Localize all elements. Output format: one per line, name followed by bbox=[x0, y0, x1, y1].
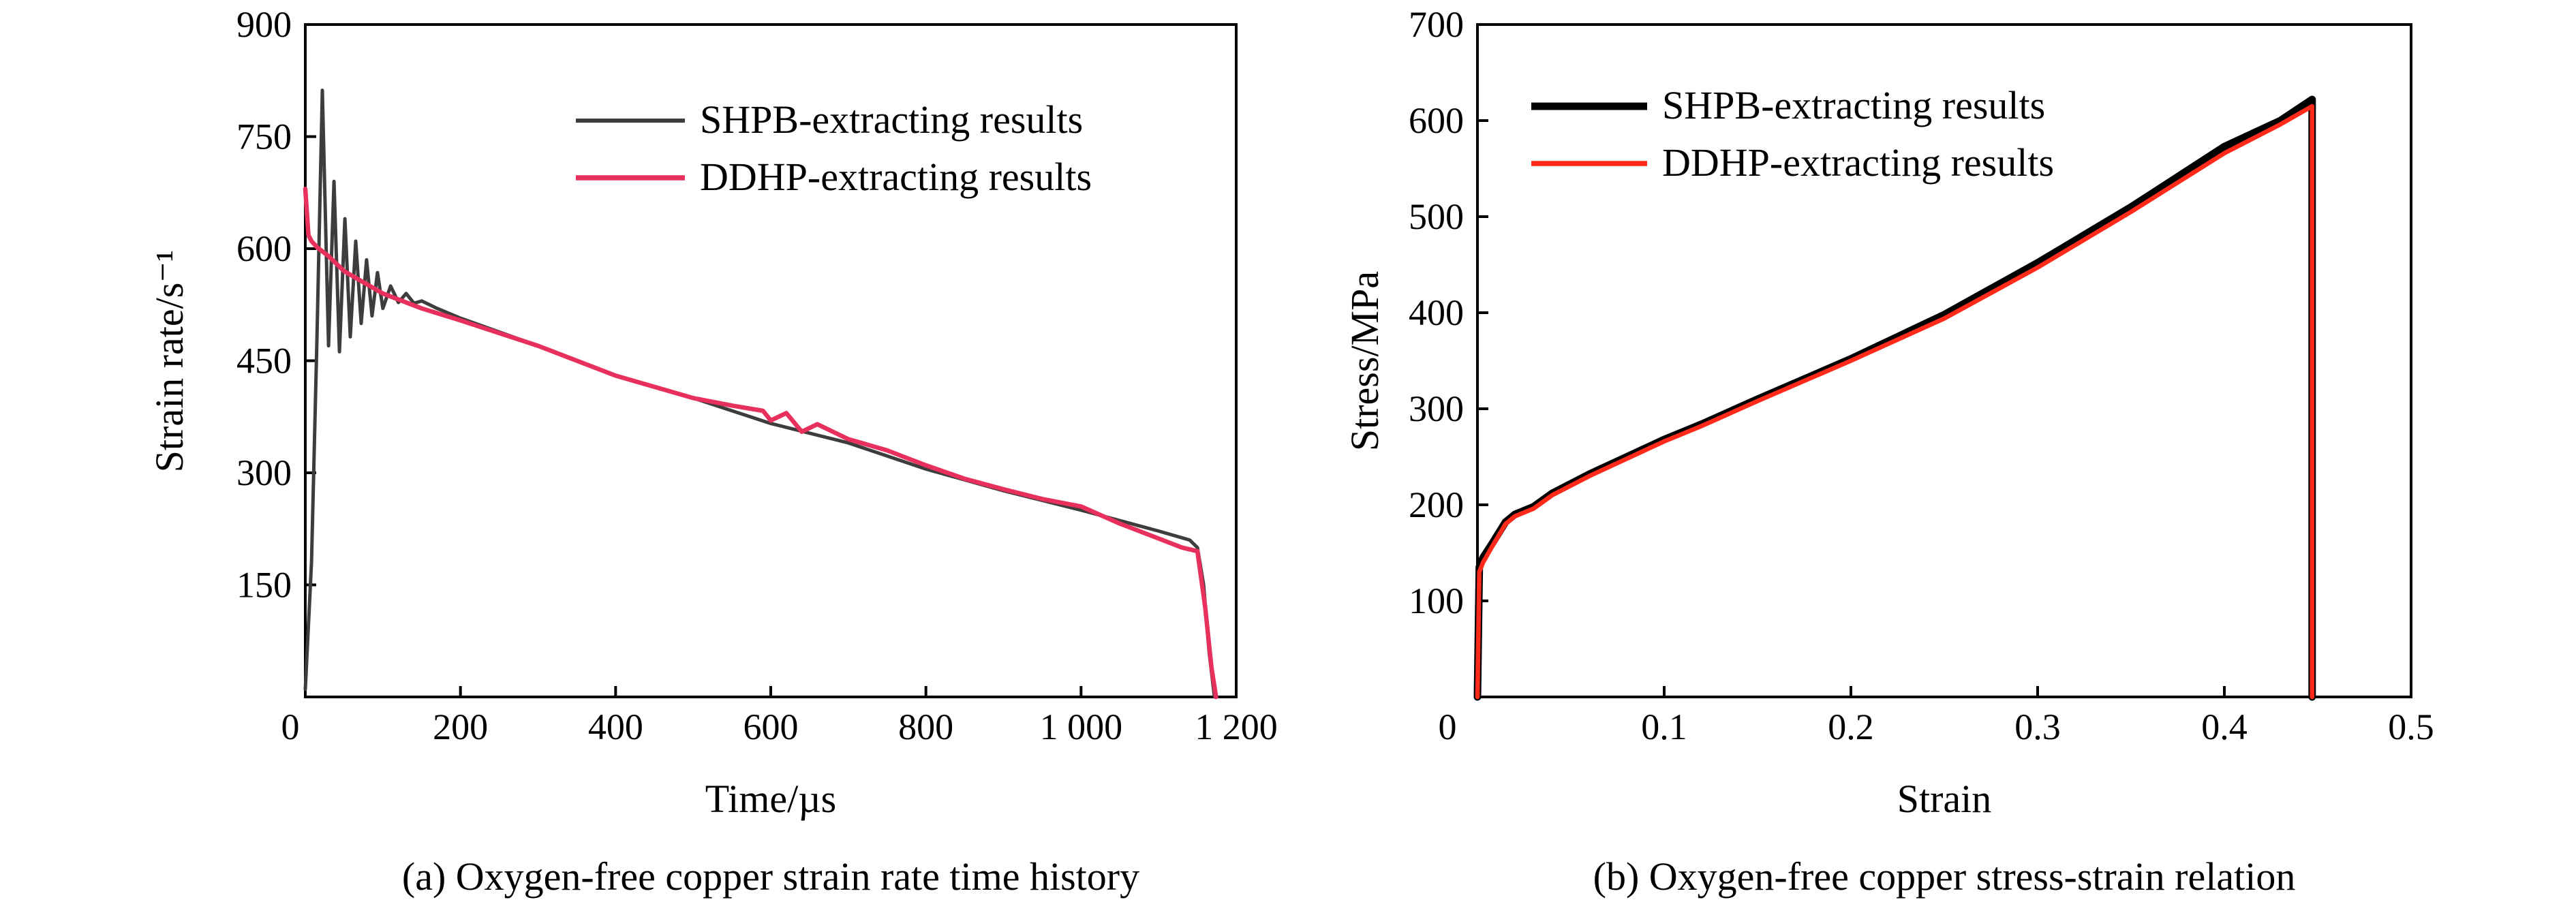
stress-strain-panel: 0 0.1 0.2 0.3 0.4 0.5 100 200 300 400 500 600 700 SH… bbox=[1343, 4, 2434, 899]
x-tick-label-400: 400 bbox=[588, 706, 643, 747]
y-tick-label-900: 900 bbox=[236, 4, 292, 45]
tick-labels: 0 200 400 600 800 1 000 1 200 150 300 450 600 750 90… bbox=[236, 4, 1278, 747]
x-tick-label-0: 0 bbox=[1439, 706, 1457, 747]
tick-labels: 0 0.1 0.2 0.3 0.4 0.5 100 200 300 400 500 600 700 bbox=[1409, 4, 2434, 747]
y-tick-label-400: 400 bbox=[1409, 292, 1464, 333]
y-tick-label-700: 700 bbox=[1409, 4, 1464, 45]
x-tick-label-0-3: 0.3 bbox=[2014, 706, 2061, 747]
legend-label-shpb-extracting-results: SHPB-extracting results bbox=[700, 97, 1083, 142]
x-tick-label-0-5: 0.5 bbox=[2388, 706, 2434, 747]
strain-rate-panel: 0 200 400 600 800 1 000 1 200 150 300 450 600 750 90… bbox=[147, 4, 1278, 899]
x-tick-label-800: 800 bbox=[898, 706, 953, 747]
x-tick-label-0: 0 bbox=[281, 706, 300, 747]
caption-b: (b) Oxygen-free copper stress-strain rel… bbox=[1593, 854, 2296, 899]
y-axis-title: Stress/MPa bbox=[1343, 271, 1387, 451]
y-tick-label-300: 300 bbox=[236, 452, 292, 493]
x-axis-title: Strain bbox=[1897, 777, 1992, 821]
series-lines bbox=[303, 89, 1218, 700]
legend-label-ddhp-extracting-results: DDHP-extracting results bbox=[700, 155, 1092, 199]
series-lines bbox=[1473, 95, 2316, 701]
y-axis-title: Strain rate/s⁻¹ bbox=[147, 250, 191, 473]
y-tick-label-150: 150 bbox=[236, 565, 292, 606]
x-tick-label-0-2: 0.2 bbox=[1828, 706, 1874, 747]
x-axis-title: Time/µs bbox=[705, 777, 836, 821]
y-tick-label-200: 200 bbox=[1409, 484, 1464, 525]
y-tick-label-600: 600 bbox=[236, 228, 292, 269]
x-tick-label-200: 200 bbox=[433, 706, 488, 747]
y-tick-label-600: 600 bbox=[1409, 100, 1464, 141]
caption-a: (a) Oxygen-free copper strain rate time … bbox=[402, 854, 1139, 899]
legend: SHPB-extracting results DDHP-extracting r… bbox=[1531, 83, 2054, 185]
tick-marks bbox=[1477, 119, 2226, 697]
legend-label-ddhp-extracting-results: DDHP-extracting results bbox=[1662, 140, 2054, 185]
y-tick-label-750: 750 bbox=[236, 116, 292, 157]
x-tick-label-0-1: 0.1 bbox=[1641, 706, 1687, 747]
y-tick-label-300: 300 bbox=[1409, 388, 1464, 429]
series-line-ddhp-extracting-results bbox=[303, 187, 1218, 700]
legend: SHPB-extracting results DDHP-extracting r… bbox=[576, 97, 1092, 199]
y-tick-label-450: 450 bbox=[236, 341, 292, 382]
x-tick-label-600: 600 bbox=[743, 706, 799, 747]
tick-marks bbox=[305, 135, 1083, 697]
y-tick-label-100: 100 bbox=[1409, 580, 1464, 621]
x-tick-label-1-000: 1 000 bbox=[1040, 706, 1123, 747]
series-line-ddhp-extracting-results bbox=[1475, 104, 2315, 700]
x-tick-label-1-200: 1 200 bbox=[1195, 706, 1278, 747]
legend-label-shpb-extracting-results: SHPB-extracting results bbox=[1662, 83, 2045, 127]
plot-frame bbox=[1476, 23, 2412, 698]
x-tick-label-0-4: 0.4 bbox=[2201, 706, 2248, 747]
y-tick-label-500: 500 bbox=[1409, 196, 1464, 237]
